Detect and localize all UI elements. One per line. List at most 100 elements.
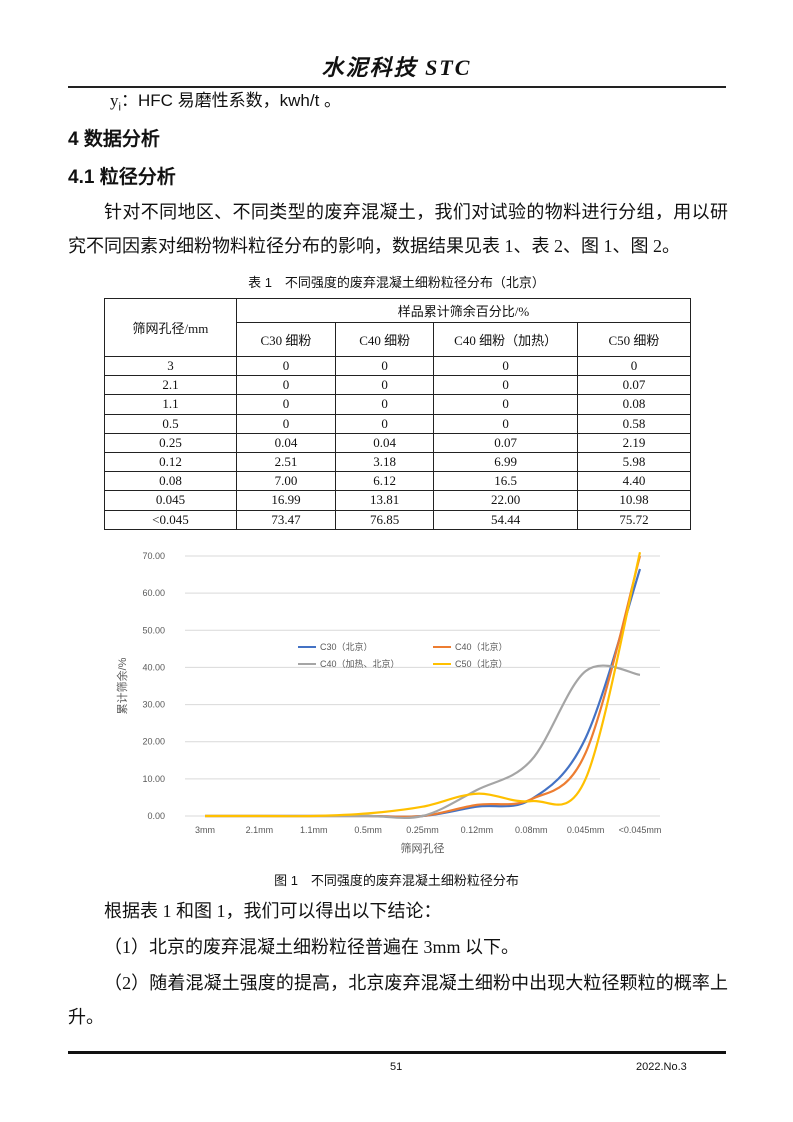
- table-cell: 76.85: [335, 509, 435, 530]
- series-line: [205, 552, 642, 818]
- table-cell: 0: [335, 413, 435, 434]
- table-cell: 7.00: [235, 471, 337, 492]
- table-row: <0.045 73.47 76.85 54.44 75.72: [104, 509, 692, 530]
- table-cell: 0.045: [104, 490, 237, 511]
- conclusion-intro: 根据表 1 和图 1，我们可以得出以下结论：: [104, 901, 442, 921]
- table-cell: 2.51: [235, 451, 337, 473]
- table-cell: 54.44: [433, 509, 578, 530]
- group-header: 样品累计筛余百分比/%: [235, 298, 692, 323]
- column-header: C40 细粉: [335, 322, 435, 357]
- table-row: 筛网孔径/mm 样品累计筛余百分比/%: [104, 298, 692, 357]
- column-header: C30 细粉: [235, 322, 337, 357]
- section-heading: 4 数据分析: [68, 129, 160, 150]
- x-tick-label: 0.12mm: [461, 825, 494, 835]
- table-cell: 0: [576, 355, 692, 377]
- table-cell: 13.81: [335, 490, 435, 511]
- x-tick-label: 0.5mm: [354, 825, 382, 835]
- header-rule: [68, 86, 726, 88]
- table-row: 0.045 16.99 13.81 22.00 10.98: [104, 490, 692, 511]
- table-cell: 0.08: [576, 394, 692, 415]
- conclusion: （1）北京的废弃混凝土细粉粒径普遍在 3mm 以下。: [104, 937, 519, 957]
- row-header: 筛网孔径/mm: [104, 298, 237, 357]
- legend-label: C50（北京）: [455, 658, 508, 669]
- table-cell: 6.12: [335, 471, 435, 492]
- table-cell: 0.07: [433, 432, 578, 453]
- x-tick-label: 0.045mm: [567, 825, 605, 835]
- x-tick-label: 2.1mm: [246, 825, 274, 835]
- table-cell: 10.98: [576, 490, 692, 511]
- table-cell: 0: [433, 355, 578, 377]
- legend-label: C30（北京）: [320, 641, 373, 652]
- data-table: 筛网孔径/mm 样品累计筛余百分比/% C30 细粉 C40 细粉 C40 细粉（加热）…: [104, 298, 692, 530]
- y-tick-label: 20.00: [142, 737, 165, 747]
- series-line: [205, 568, 642, 818]
- y-tick-label: 50.00: [142, 625, 165, 635]
- table-row: 0.12 2.51 3.18 6.99 5.98: [104, 451, 692, 473]
- y-axis-label: 累计筛余/%: [115, 657, 129, 714]
- table-cell: 0: [433, 394, 578, 415]
- table-cell: 0.5: [104, 413, 237, 434]
- y-tick-label: 10.00: [142, 774, 165, 784]
- x-axis-label: 筛网孔径: [401, 841, 445, 855]
- table-cell: 73.47: [235, 509, 337, 530]
- table-cell: 5.98: [576, 451, 692, 473]
- table-row: 0.25 0.04 0.04 0.07 2.19: [104, 432, 692, 453]
- x-tick-label: <0.045mm: [619, 825, 662, 835]
- y-tick-label: 60.00: [142, 588, 165, 598]
- series-line: [205, 555, 642, 818]
- running-header: 水泥科技 STC: [321, 55, 472, 80]
- conclusion: （2）随着混凝土强度的提高，北京废弃混凝土细粉中出现大粒径颗粒的概率上升。: [68, 973, 728, 1027]
- table-cell: 3: [104, 355, 237, 377]
- table-cell: 0: [235, 413, 337, 434]
- paragraph: 针对不同地区、不同类型的废弃混凝土，我们对试验的物料进行分组，用以研究不同因素对…: [68, 202, 728, 256]
- x-tick-label: 0.08mm: [515, 825, 548, 835]
- legend-label: C40（加热、北京）: [320, 658, 400, 669]
- table-cell: 2.19: [576, 432, 692, 453]
- table-cell: 0.04: [335, 432, 435, 453]
- table-cell: 0.04: [235, 432, 337, 453]
- x-tick-label: 0.25mm: [406, 825, 439, 835]
- subsection-heading: 4.1 粒径分析: [68, 167, 176, 188]
- table-cell: 0: [335, 355, 435, 377]
- table-cell: 2.1: [104, 375, 237, 396]
- table-cell: 16.5: [433, 471, 578, 492]
- table-cell: 0: [235, 394, 337, 415]
- y-tick-label: 0.00: [147, 811, 165, 821]
- table-caption: 表 1 不同强度的废弃混凝土细粉粒径分布（北京）: [248, 275, 545, 290]
- table-row: C30 细粉 C40 细粉 C40 细粉（加热） C50 细粉: [105, 322, 692, 357]
- table-cell: 0: [335, 394, 435, 415]
- table-cell: 0: [433, 413, 578, 434]
- column-header: C40 细粉（加热）: [433, 322, 578, 357]
- footer-rule: [68, 1051, 726, 1054]
- subscript: i: [118, 101, 121, 114]
- legend-label: C40（北京）: [455, 641, 508, 652]
- x-tick-label: 1.1mm: [300, 825, 328, 835]
- table-cell: 0: [235, 355, 337, 377]
- issue: 2022.No.3: [636, 1061, 687, 1073]
- table-cell: 16.99: [235, 490, 337, 511]
- table-cell: 75.72: [576, 509, 692, 530]
- table-cell: 0: [433, 375, 578, 396]
- table-cell: 1.1: [104, 394, 237, 415]
- column-header: C50 细粉: [576, 322, 692, 357]
- table-cell: 0.07: [576, 375, 692, 396]
- table-row: 1.1 0 0 0 0.08: [104, 394, 692, 415]
- symbol: y: [110, 91, 119, 110]
- chart: 0.00 10.00 20.00 30.00 40.00 50.00 60.00 70.00 3…: [115, 551, 662, 855]
- figure-caption: 图 1 不同强度的废弃混凝土细粉粒径分布: [274, 873, 519, 888]
- table-cell: 3.18: [335, 451, 435, 473]
- table-row: 0.08 7.00 6.12 16.5 4.40: [104, 471, 692, 492]
- y-tick-label: 30.00: [142, 700, 165, 710]
- table-cell: 0.25: [104, 432, 237, 453]
- table-cell: 0: [235, 375, 337, 396]
- table-cell: <0.045: [104, 509, 237, 530]
- table-cell: 0.58: [576, 413, 692, 434]
- note-text: ：HFC 易磨性系数，kwh/t 。: [120, 91, 342, 110]
- y-tick-label: 40.00: [142, 662, 165, 672]
- page-number: 51: [390, 1061, 403, 1073]
- table-cell: 4.40: [576, 471, 692, 492]
- table-cell: 0.08: [104, 471, 237, 492]
- table-cell: 6.99: [433, 451, 578, 473]
